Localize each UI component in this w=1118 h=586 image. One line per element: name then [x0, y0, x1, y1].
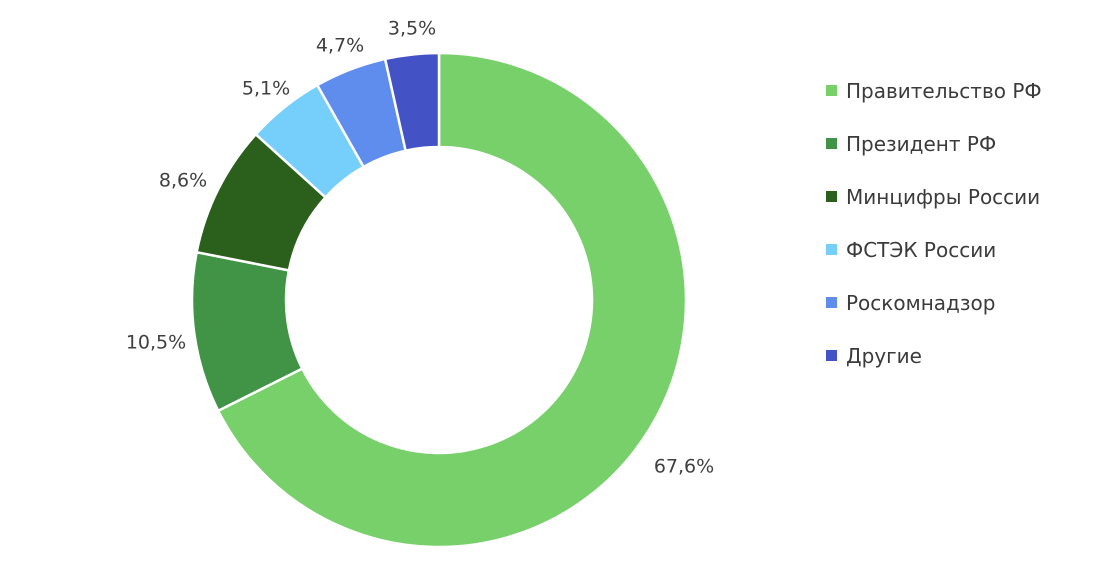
- legend-item-1: Правительство РФ: [826, 64, 1042, 117]
- legend-swatch: [826, 350, 837, 361]
- legend-swatch: [826, 297, 837, 308]
- data-label-6: 3,5%: [388, 18, 436, 40]
- legend-item-5: Роскомнадзор: [826, 276, 1042, 329]
- legend-label: ФСТЭК России: [846, 237, 997, 262]
- legend-item-6: Другие: [826, 329, 1042, 382]
- legend-item-2: Президент РФ: [826, 117, 1042, 170]
- legend-item-4: ФСТЭК России: [826, 223, 1042, 276]
- slice-1: [216, 51, 688, 549]
- data-labels: 67,6% 10,5% 8,6% 5,1% 4,7% 3,5%: [126, 18, 714, 478]
- data-label-5: 4,7%: [316, 35, 364, 57]
- legend-label: Правительство РФ: [846, 78, 1042, 103]
- legend: Правительство РФ Президент РФ Минцифры Рос…: [826, 64, 1042, 382]
- legend-swatch: [826, 138, 837, 149]
- legend-label: Роскомнадзор: [846, 290, 996, 315]
- data-label-2: 10,5%: [126, 332, 186, 354]
- data-label-1: 67,6%: [654, 456, 714, 478]
- slice-6: [383, 51, 441, 153]
- donut-slices: [190, 51, 688, 549]
- legend-swatch: [826, 85, 837, 96]
- legend-swatch: [826, 191, 837, 202]
- legend-label: Другие: [846, 343, 922, 368]
- data-label-4: 5,1%: [242, 78, 290, 100]
- legend-swatch: [826, 244, 837, 255]
- legend-label: Президент РФ: [846, 131, 997, 156]
- data-label-3: 8,6%: [159, 170, 207, 192]
- legend-label: Минцифры России: [846, 184, 1041, 209]
- legend-item-3: Минцифры России: [826, 170, 1042, 223]
